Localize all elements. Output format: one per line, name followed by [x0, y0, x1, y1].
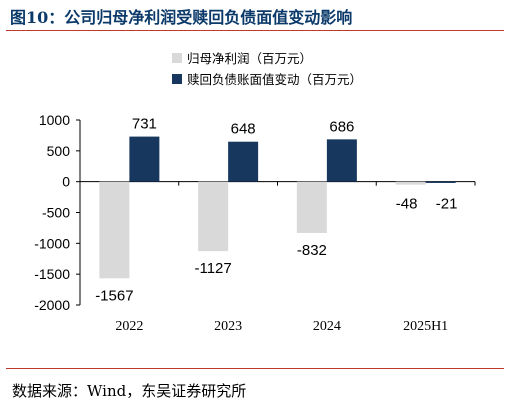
bar-series2-2025H1	[425, 181, 456, 183]
legend-swatch-series1	[172, 53, 182, 63]
y-tick-label: 0	[62, 174, 70, 190]
bar-series1-2025H1	[395, 181, 426, 185]
x-tick-label: 2025H1	[403, 319, 448, 334]
data-label-series1-2023: -1127	[194, 260, 231, 277]
source-note: 数据来源：Wind，东吴证券研究所	[12, 382, 247, 400]
data-label-series2-2023: 648	[231, 121, 256, 138]
figure-title: 图10：公司归母净利润受赎回负债面值变动影响	[10, 8, 353, 27]
bar-series1-2024	[296, 181, 327, 233]
y-tick-label: 500	[47, 143, 71, 159]
x-tick-label: 2023	[214, 319, 242, 334]
bar-series2-2023	[228, 141, 259, 182]
y-tick-label: -1000	[34, 235, 70, 251]
data-label-series2-2024: 686	[329, 118, 354, 135]
y-tick-label: -2000	[34, 297, 70, 313]
bar-series1-2022	[99, 181, 130, 279]
axes: 1000 500 0 -500 -1000 -1500 -2000 2022 2023 2024 2…	[34, 112, 476, 334]
y-tick-label: 1000	[39, 112, 70, 128]
data-label-series1-2022: -1567	[95, 287, 133, 304]
bottom-rule	[6, 368, 504, 369]
y-tick-label: -500	[42, 205, 70, 221]
legend-label-series2: 赎回负债账面值变动（百万元）	[187, 72, 362, 87]
x-tick-label: 2022	[115, 319, 143, 334]
legend: 归母净利润（百万元） 赎回负债账面值变动（百万元）	[172, 51, 362, 87]
bars	[99, 136, 456, 279]
top-rule	[6, 30, 504, 31]
legend-label-series1: 归母净利润（百万元）	[187, 51, 312, 66]
data-label-series2-2022: 731	[132, 116, 157, 133]
bar-series2-2022	[129, 136, 160, 182]
y-tick-label: -1500	[34, 266, 70, 282]
x-tick-label: 2024	[313, 319, 341, 334]
data-label-series1-2025H1: -48	[396, 196, 418, 213]
bar-series2-2024	[326, 139, 357, 182]
data-label-series2-2025H1: -21	[436, 196, 458, 213]
bar-series1-2023	[198, 181, 229, 252]
data-label-series1-2024: -832	[297, 242, 327, 259]
data-labels: -1567 731 -1127 648 -832 686 -48 -21	[95, 116, 457, 305]
legend-swatch-series2	[172, 74, 182, 84]
